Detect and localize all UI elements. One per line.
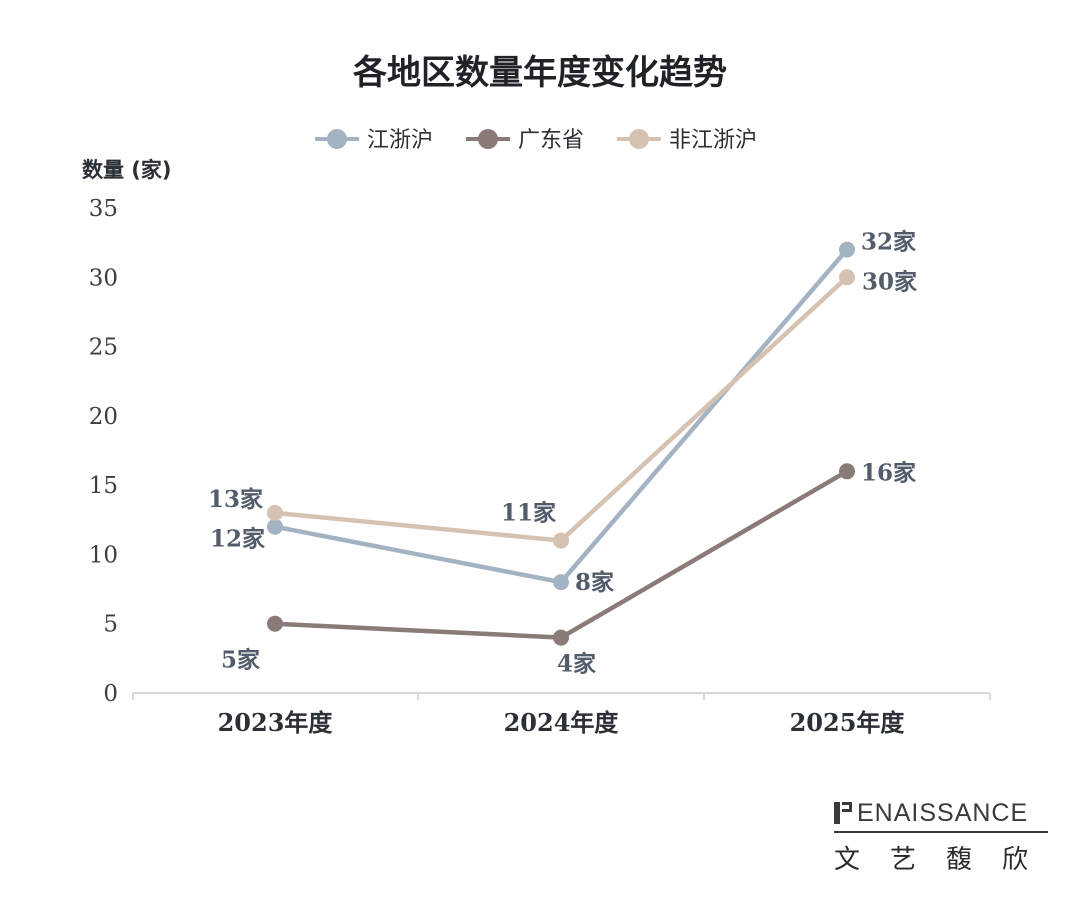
brand-english: ENAISSANCE: [834, 798, 1048, 828]
y-tick-label: 30: [89, 265, 118, 291]
data-point: [839, 463, 855, 480]
legend: 江浙沪 广东省 非江浙沪: [315, 128, 757, 153]
x-axis: 2023年度 2024年度 2025年度: [132, 692, 991, 737]
series-line: [272, 275, 850, 543]
x-tick-label: 2025年度: [790, 708, 906, 737]
series-points: [267, 241, 855, 646]
data-point: [267, 518, 283, 535]
series-line: [272, 247, 850, 585]
y-axis-ticks: 0 5 10 15 20 25 30 35: [89, 196, 118, 707]
x-tick-label: 2023年度: [218, 708, 334, 737]
legend-label: 非江浙沪: [669, 128, 757, 153]
legend-label: 广东省: [518, 128, 584, 153]
data-point: [839, 269, 855, 286]
data-point: [553, 532, 569, 549]
data-label: 13家: [208, 486, 263, 513]
brand-english-text: ENAISSANCE: [857, 799, 1029, 827]
data-label: 11家: [501, 500, 556, 527]
data-label: 12家: [210, 526, 265, 553]
y-tick-label: 15: [89, 473, 118, 499]
y-tick-label: 35: [89, 196, 118, 222]
data-point: [267, 504, 283, 521]
brand-chinese: 文艺馥欣: [834, 845, 1059, 875]
y-axis-label: 数量 (家): [82, 158, 172, 182]
y-tick-label: 20: [89, 404, 118, 430]
data-point: [839, 241, 855, 258]
data-label: 16家: [861, 459, 916, 486]
y-tick-label: 25: [89, 335, 118, 361]
series-line: [272, 469, 850, 640]
x-tick-label: 2024年度: [504, 708, 620, 737]
y-tick-label: 10: [89, 542, 118, 568]
y-tick-label: 0: [103, 681, 118, 707]
legend-swatch-marker: [327, 129, 347, 149]
data-label: 32家: [861, 229, 916, 256]
data-point: [553, 629, 569, 646]
brand-divider: [834, 831, 1048, 833]
data-labels: 12家 8家 32家 5家 4家 16家 13家 11家 30家: [208, 229, 917, 678]
legend-label: 江浙沪: [367, 128, 433, 153]
chart-title: 各地区数量年度变化趋势: [353, 53, 727, 93]
y-tick-label: 5: [103, 612, 118, 638]
legend-swatch-marker: [629, 129, 649, 149]
data-label: 5家: [221, 647, 260, 674]
legend-swatch-marker: [478, 129, 498, 149]
data-label: 30家: [862, 268, 917, 295]
data-label: 8家: [575, 569, 614, 596]
data-label: 4家: [557, 651, 596, 678]
data-point: [267, 615, 283, 632]
data-point: [553, 574, 569, 591]
brand-logo: ENAISSANCE 文艺馥欣: [834, 798, 1048, 876]
brand-r-icon: [834, 802, 854, 824]
